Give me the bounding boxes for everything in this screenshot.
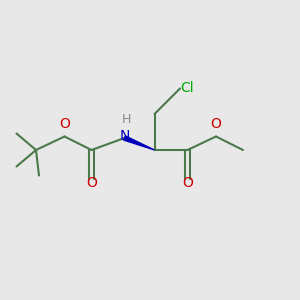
Text: O: O bbox=[86, 176, 97, 190]
Text: O: O bbox=[211, 118, 221, 131]
Text: H: H bbox=[121, 112, 131, 126]
Text: N: N bbox=[119, 130, 130, 143]
Text: Cl: Cl bbox=[181, 82, 194, 95]
Text: O: O bbox=[182, 176, 193, 190]
Polygon shape bbox=[124, 136, 154, 150]
Text: O: O bbox=[59, 118, 70, 131]
